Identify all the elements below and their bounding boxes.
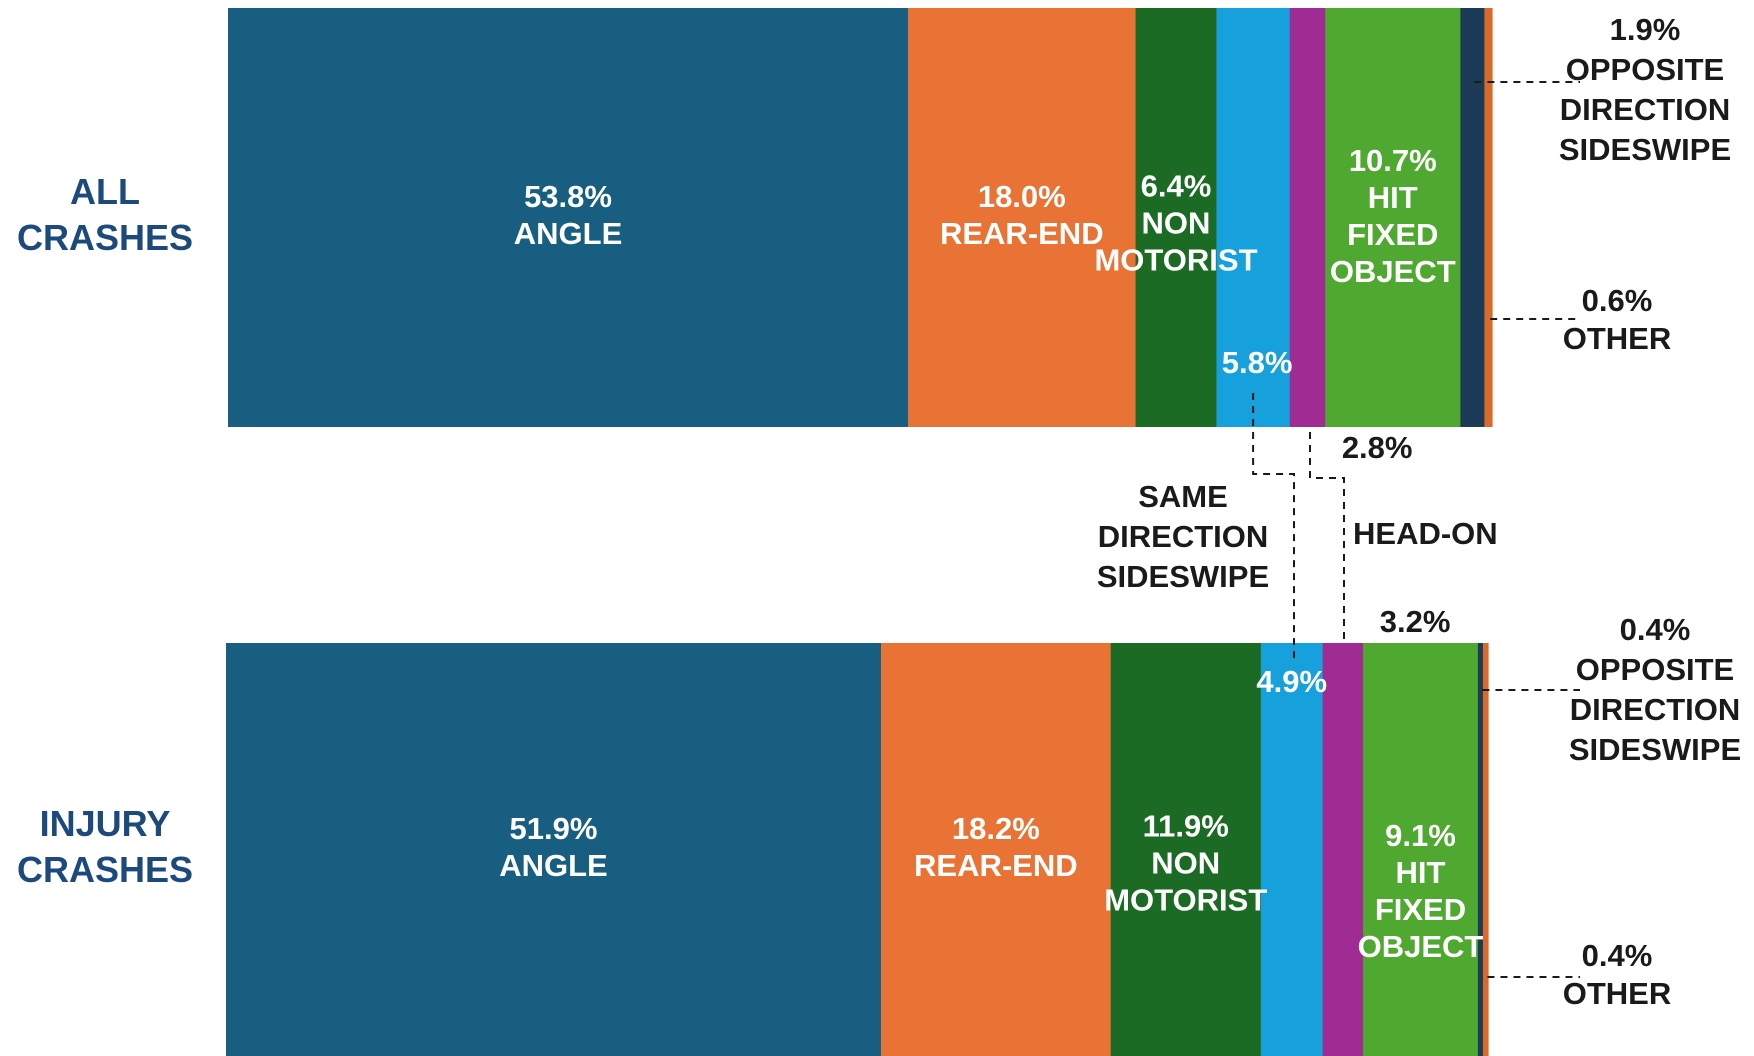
row-label-injury-crashes: INJURY CRASHES [17, 803, 193, 890]
bar-injury-crashes-other [1482, 643, 1489, 1056]
bar-injury-crashes-hit-fixed-object [1363, 643, 1479, 1056]
bar-all-crashes-non-motorist [1135, 8, 1218, 427]
bar-all-crashes-hit-fixed-object [1325, 8, 1461, 427]
bar-all-crashes-other [1484, 8, 1493, 427]
label-all-crashes-head-on: 2.8% [1342, 430, 1413, 465]
bar-injury-crashes-non-motorist [1110, 643, 1262, 1056]
bar-all-crashes-angle [228, 8, 909, 427]
label-all-crashes-hit-fixed-object: 10.7% HIT FIXED OBJECT [1330, 143, 1456, 289]
label-all-crashes-opposite-direction-sideswipe: 1.9% OPPOSITE DIRECTION SIDESWIPE [1559, 12, 1731, 167]
row-label-all-crashes: ALL CRASHES [17, 171, 193, 258]
bar-all-crashes-same-direction-sideswipe [1216, 8, 1291, 427]
label-all-crashes-other: 0.6% OTHER [1563, 283, 1672, 356]
label-all-crashes-angle: 53.8% ANGLE [514, 179, 623, 251]
bar-injury-crashes-same-direction-sideswipe [1260, 643, 1324, 1056]
callout-same-direction-sideswipe: SAME DIRECTION SIDESWIPE [1097, 479, 1269, 594]
label-all-crashes-rear-end: 18.0% REAR-END [940, 179, 1104, 251]
bar-injury-crashes-rear-end [880, 643, 1112, 1056]
bar-all-crashes-head-on [1289, 8, 1326, 427]
label-injury-crashes-non-motorist: 11.9% NON MOTORIST [1104, 809, 1267, 918]
label-injury-crashes-other: 0.4% OTHER [1563, 938, 1672, 1011]
label-injury-crashes-angle: 51.9% ANGLE [499, 811, 608, 883]
leader-same-direction-sideswipe [1252, 393, 1295, 660]
label-injury-crashes-rear-end: 18.2% REAR-END [914, 811, 1078, 883]
label-all-crashes-same-direction-sideswipe: 5.8% [1222, 345, 1293, 380]
bar-injury-crashes-head-on [1322, 643, 1364, 1056]
label-injury-crashes-hit-fixed-object: 9.1% HIT FIXED OBJECT [1358, 818, 1484, 964]
label-injury-crashes-head-on: 3.2% [1380, 604, 1451, 639]
label-injury-crashes-opposite-direction-sideswipe: 0.4% OPPOSITE DIRECTION SIDESWIPE [1569, 612, 1741, 767]
bar-all-crashes-rear-end [908, 8, 1137, 427]
callout-head-on: HEAD-ON [1353, 516, 1498, 551]
leader-head-on [1309, 432, 1345, 640]
bar-injury-crashes-angle [226, 643, 882, 1056]
label-all-crashes-non-motorist: 6.4% NON MOTORIST [1094, 169, 1257, 278]
bar-all-crashes-opposite-direction-sideswipe [1460, 8, 1486, 427]
label-injury-crashes-same-direction-sideswipe: 4.9% [1256, 664, 1327, 699]
bar-injury-crashes-opposite-direction-sideswipe [1477, 643, 1484, 1056]
